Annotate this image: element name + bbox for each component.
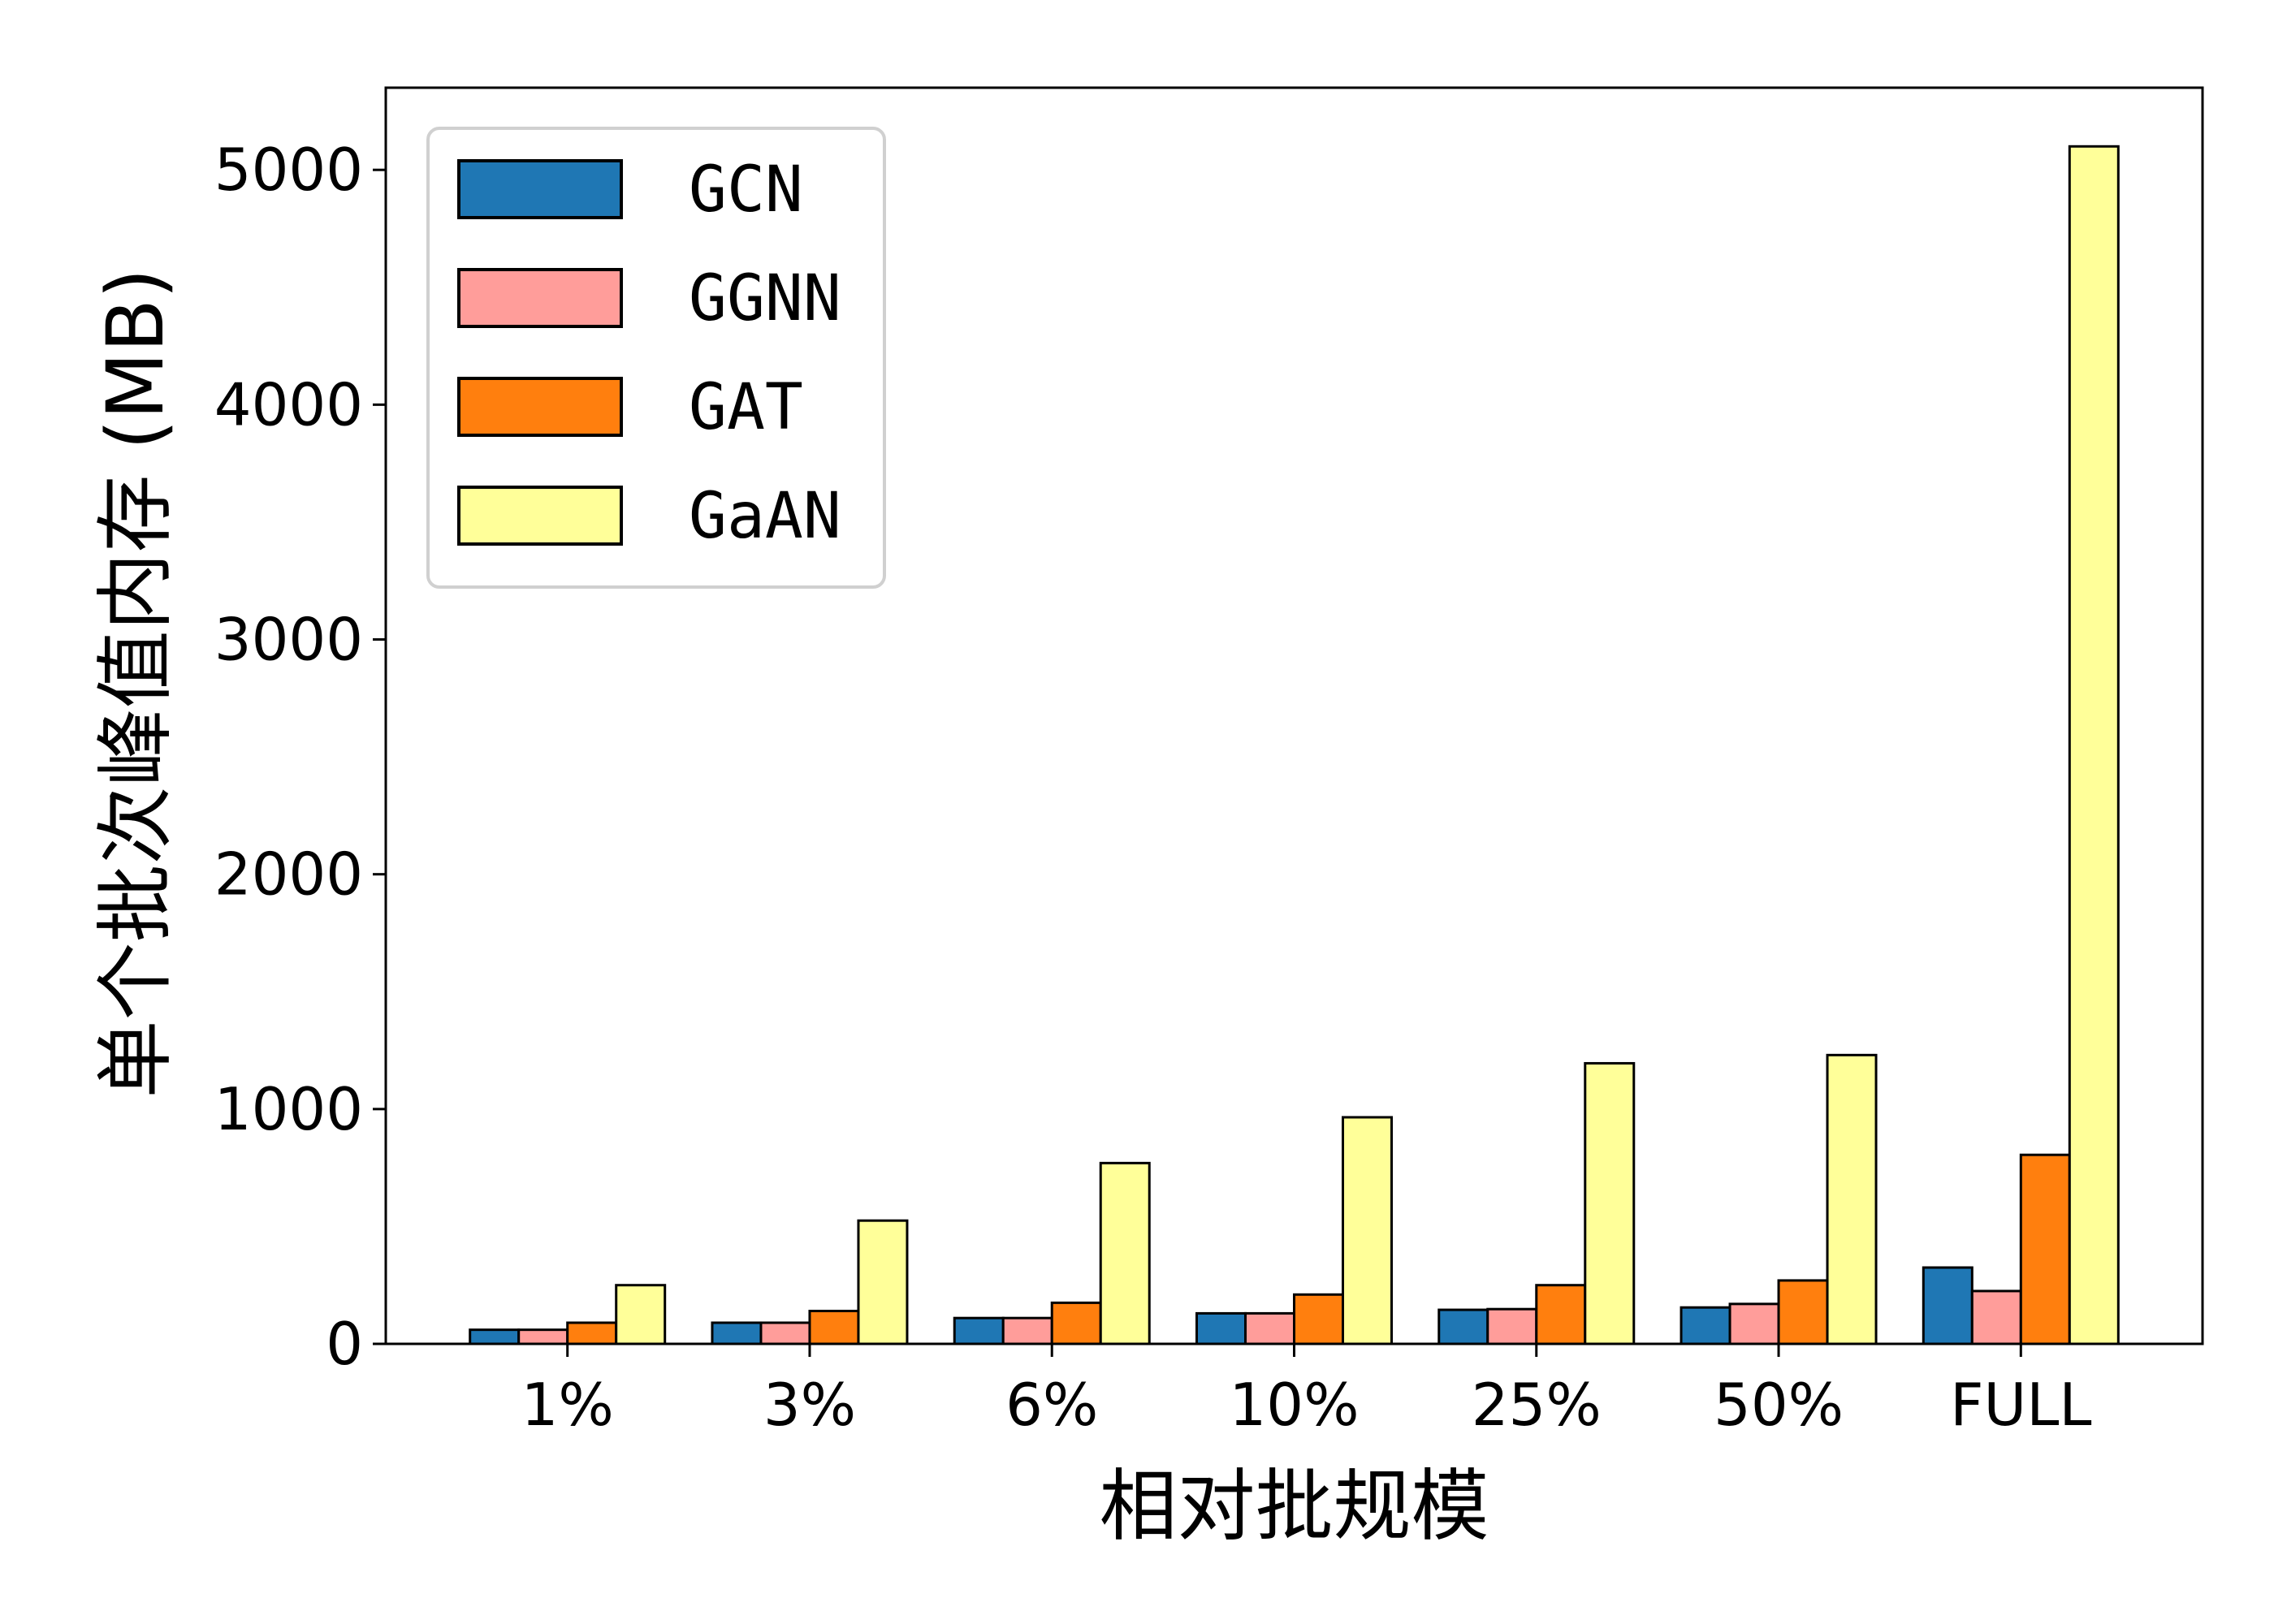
y-tick-label: 3000 [214, 606, 363, 674]
x-tick-label: 50% [1714, 1371, 1844, 1439]
legend-label-gaan: GaAN [689, 480, 841, 553]
y-axis-label: 单个批次峰值内存 (MB) [90, 268, 181, 1098]
bar-gaan-0 [615, 1284, 667, 1345]
bar-ggnn-1 [759, 1321, 811, 1345]
bar-gat-1 [808, 1310, 860, 1345]
y-tick-label: 1000 [214, 1075, 363, 1143]
bar-ggnn-5 [1728, 1302, 1780, 1345]
x-axis: 1% 3% 6% 10% 25% 50% FULL [521, 1344, 2091, 1439]
y-tick-label: 2000 [214, 840, 363, 909]
legend-label-gcn: GCN [689, 153, 803, 227]
legend-box [426, 127, 886, 589]
bar-gcn-0 [469, 1328, 521, 1345]
x-tick-label: FULL [1950, 1371, 2091, 1439]
bar-gcn-6 [1922, 1266, 1974, 1345]
legend-swatch-gat [457, 377, 623, 437]
legend-swatch-gaan [457, 486, 623, 546]
bar-gat-6 [2019, 1153, 2071, 1345]
legend-swatch-ggnn [457, 268, 623, 328]
bar-gaan-5 [1826, 1053, 1878, 1345]
legend: GCN GGNN GAT GaAN [426, 127, 886, 589]
bar-gcn-3 [1195, 1311, 1247, 1345]
bar-gat-4 [1535, 1284, 1587, 1345]
x-tick-label: 10% [1229, 1371, 1359, 1439]
bar-gaan-4 [1584, 1061, 1636, 1345]
bar-gaan-1 [857, 1219, 909, 1345]
bar-gaan-6 [2068, 145, 2120, 1345]
y-tick-label: 0 [326, 1310, 363, 1378]
x-tick-label: 3% [763, 1371, 856, 1439]
bar-gaan-2 [1099, 1161, 1151, 1345]
y-tick-label: 4000 [214, 370, 363, 438]
x-axis-label: 相对批规模 [1100, 1461, 1489, 1552]
x-tick-label: 1% [521, 1371, 614, 1439]
legend-swatch-gcn [457, 159, 623, 219]
bar-ggnn-6 [1970, 1289, 2022, 1345]
bar-gat-5 [1777, 1279, 1829, 1345]
x-tick-label: 25% [1472, 1371, 1602, 1439]
legend-label-ggnn: GGNN [689, 262, 841, 335]
bar-ggnn-0 [517, 1328, 569, 1345]
legend-label-gat: GAT [689, 371, 803, 444]
x-tick-label: 6% [1005, 1371, 1098, 1439]
bar-gat-2 [1050, 1301, 1102, 1345]
y-axis: 0 1000 2000 3000 4000 5000 [214, 136, 386, 1378]
bar-gaan-3 [1342, 1116, 1393, 1345]
bar-gat-0 [566, 1321, 618, 1345]
bar-gat-3 [1293, 1293, 1344, 1345]
bar-gcn-1 [711, 1321, 763, 1345]
bar-gcn-2 [953, 1316, 1005, 1345]
bar-ggnn-4 [1486, 1307, 1538, 1345]
bar-gcn-5 [1680, 1306, 1731, 1345]
bars-group [469, 145, 2120, 1345]
bar-ggnn-3 [1244, 1311, 1295, 1345]
bar-gcn-4 [1437, 1308, 1489, 1345]
bar-ggnn-2 [1001, 1316, 1053, 1345]
y-tick-label: 5000 [214, 136, 363, 204]
